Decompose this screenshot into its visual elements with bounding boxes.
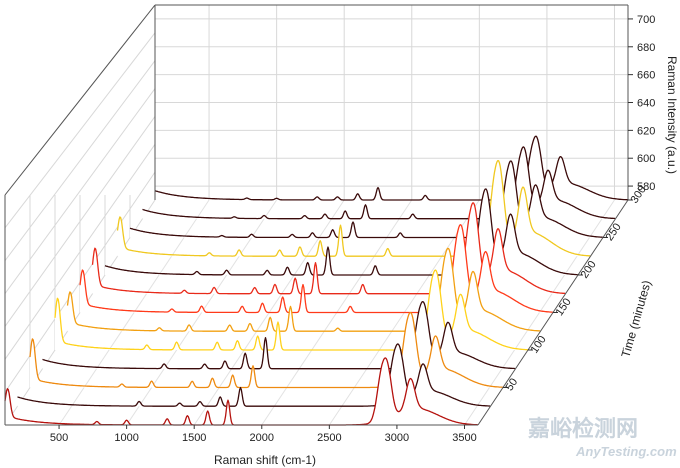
watermark-en: AnyTesting.com: [575, 444, 677, 459]
z-tick-label: 660: [637, 70, 655, 82]
x-tick-label: 3000: [385, 432, 409, 444]
y-tick-label: 250: [604, 221, 624, 243]
z-tick-label: 580: [637, 181, 655, 193]
spectrum-mask: [155, 136, 628, 200]
y-tick-label: 200: [579, 259, 599, 281]
x-axis-title: Raman shift (cm-1): [214, 453, 316, 467]
spectrum-mask: [130, 161, 603, 238]
axes-layer: [4, 4, 633, 429]
spectrum-mask: [67, 248, 541, 332]
x-tick-label: 1000: [114, 432, 138, 444]
x-tick-label: 2500: [317, 432, 341, 444]
z-tick-label: 600: [637, 153, 655, 165]
x-tick-label: 2000: [250, 432, 274, 444]
y-axis-title: Time (minutes): [618, 279, 653, 359]
z-tick-label: 700: [637, 14, 655, 26]
spectrum-mask: [30, 312, 503, 388]
watermark: 嘉峪检测网 AnyTesting.com: [528, 416, 677, 459]
y-tick-label: 100: [529, 334, 549, 356]
spectrum-mask: [92, 202, 566, 294]
z-axis-title: Raman Intensity (a.u.): [665, 56, 679, 174]
spectrum-mask: [5, 357, 478, 425]
spectrum-mask: [55, 270, 528, 350]
spectrum-mask: [17, 343, 491, 407]
x-tick-label: 500: [50, 432, 68, 444]
y-tick-label: 150: [554, 296, 574, 318]
spectrum-mask: [80, 224, 553, 313]
watermark-cn: 嘉峪检测网: [528, 416, 638, 442]
spectrum-mask: [42, 301, 516, 369]
z-tick-label: 680: [637, 42, 655, 54]
spectrum-mask: [117, 160, 591, 257]
x-tick-label: 1500: [182, 432, 206, 444]
z-tick-label: 620: [637, 125, 655, 137]
spectrum-mask: [142, 146, 616, 219]
z-tick-label: 640: [637, 98, 655, 110]
axis-frame-line: [4, 4, 156, 196]
series-layer: [4, 135, 628, 426]
x-tick-label: 3500: [452, 432, 476, 444]
y-tick-label: 50: [504, 376, 521, 393]
spectrum-mask: [105, 189, 578, 275]
